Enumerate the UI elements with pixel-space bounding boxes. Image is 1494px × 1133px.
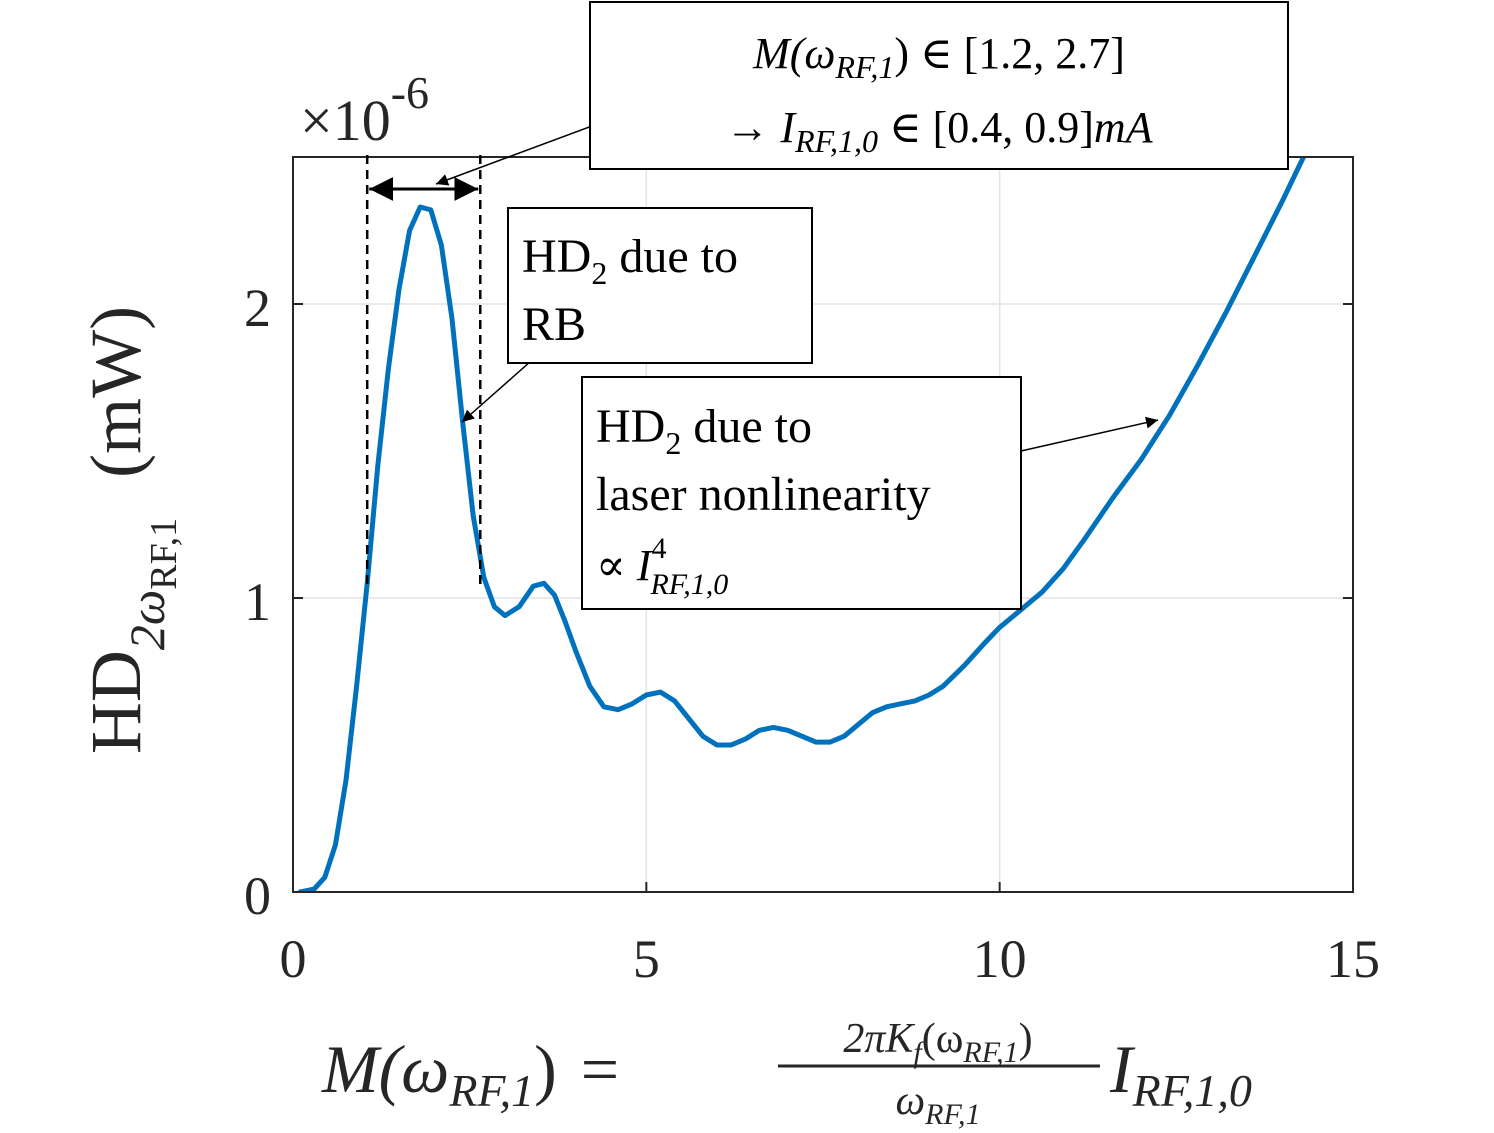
svg-text:HD2 due to: HD2 due to bbox=[522, 230, 738, 291]
annotation-box-laser: HD2 due to laser nonlinearity ∝ I4 RF,1,0 bbox=[581, 376, 1022, 610]
box3-line3-sup: 4 bbox=[651, 532, 666, 565]
box1-line1-sub: RF,1 bbox=[834, 49, 894, 85]
xlabel-num-arg-sub: RF,1 bbox=[962, 1036, 1018, 1069]
xlabel-lhs-close: ) bbox=[534, 1031, 557, 1107]
box2-line2: RB bbox=[522, 298, 586, 351]
y-tick-label: 2 bbox=[244, 278, 271, 338]
svg-text:M(ωRF,1)=: M(ωRF,1) = bbox=[321, 1031, 619, 1116]
box2-line1-hd: HD bbox=[522, 230, 591, 283]
ylabel-unit: (mW) bbox=[76, 306, 156, 478]
xlabel-rhs-sub: RF,1,0 bbox=[1132, 1065, 1252, 1116]
x-tick-label: 10 bbox=[973, 929, 1027, 989]
box1-line2-sub: RF,1,0 bbox=[794, 123, 878, 159]
xlabel-den: ω bbox=[896, 1078, 926, 1124]
box2-line1-sub: 2 bbox=[591, 255, 607, 291]
annotation-box-rb: HD2 due to RB bbox=[507, 207, 813, 364]
box1-leader-arrow bbox=[435, 125, 593, 186]
x-tick-label: 5 bbox=[633, 929, 660, 989]
ylabel-hd: HD bbox=[76, 650, 156, 754]
box2-line1-rest: due to bbox=[607, 230, 738, 283]
annotation-box-range: M(ωRF,1) ∈ [1.2, 2.7] → IRF,1,0 ∈ [0.4, … bbox=[589, 1, 1289, 170]
box3-line1-sub: 2 bbox=[665, 425, 681, 461]
svg-text:IRF,1,0: IRF,1,0 bbox=[1109, 1031, 1252, 1116]
svg-text:→ IRF,1,0 ∈ [0.4, 0.9]mA: → IRF,1,0 ∈ [0.4, 0.9]mA bbox=[725, 103, 1153, 159]
xlabel-num-arg: (ω bbox=[922, 1016, 964, 1062]
box3-line2: laser nonlinearity bbox=[596, 468, 931, 521]
xlabel-rhs: I bbox=[1109, 1031, 1136, 1107]
exponent-power: -6 bbox=[391, 67, 429, 118]
xlabel-equals: = bbox=[581, 1031, 619, 1107]
y-tick-label: 1 bbox=[244, 572, 271, 632]
xlabel-lhs: M(ω bbox=[321, 1031, 449, 1107]
x-tick-label: 0 bbox=[280, 929, 307, 989]
ylabel-sub1: 2ω bbox=[119, 590, 175, 650]
box3-line3-prop: ∝ bbox=[596, 541, 637, 590]
box3-line3-I: I bbox=[636, 541, 654, 590]
ylabel-sub2: RF,1 bbox=[143, 518, 185, 590]
svg-text:HD2 due to: HD2 due to bbox=[596, 400, 812, 461]
box1-line1-lhs: M(ω bbox=[752, 29, 835, 78]
box1-line2-arrow: → bbox=[725, 103, 780, 152]
xlabel-den-sub: RF,1 bbox=[924, 1098, 980, 1131]
y-exponent-label: ×10-6 bbox=[300, 67, 429, 153]
box3-line1-rest: due to bbox=[681, 400, 812, 453]
box1-line1-rest: ) ∈ [1.2, 2.7] bbox=[894, 29, 1125, 78]
svg-text:ωRF,1: ωRF,1 bbox=[896, 1078, 981, 1131]
box1-line2-unit: mA bbox=[1094, 103, 1154, 152]
range-markers bbox=[365, 155, 482, 585]
box1-line2-rest: ∈ [0.4, 0.9] bbox=[878, 103, 1094, 152]
x-tick-label: 15 bbox=[1326, 929, 1380, 989]
box3-line3-sub: RF,1,0 bbox=[649, 568, 728, 601]
xlabel-num-close: ) bbox=[1019, 1016, 1033, 1062]
svg-text:×10-6: ×10-6 bbox=[300, 67, 429, 153]
tick-labels: 0 5 10 15 0 1 2 bbox=[244, 278, 1380, 989]
y-axis-label: HD2ωRF,1 (mW) bbox=[76, 306, 185, 754]
box3-line1-hd: HD bbox=[596, 400, 665, 453]
svg-text:M(ωRF,1) ∈ [1.2, 2.7]: M(ωRF,1) ∈ [1.2, 2.7] bbox=[752, 29, 1125, 85]
y-tick-label: 0 bbox=[244, 866, 271, 926]
xlabel-lhs-sub: RF,1 bbox=[448, 1065, 534, 1116]
exponent-times: ×10 bbox=[300, 88, 391, 153]
box1-line2-I: I bbox=[779, 103, 797, 152]
box3-leader-arrow bbox=[1020, 416, 1159, 452]
x-axis-label: M(ωRF,1) = 2πKf(ωRF,1) ωRF,1 IRF,1,0 bbox=[321, 1016, 1252, 1131]
svg-text:2πKf(ωRF,1): 2πKf(ωRF,1) bbox=[843, 1016, 1032, 1069]
svg-text:HD2ωRF,1(mW): HD2ωRF,1 (mW) bbox=[76, 306, 185, 754]
xlabel-num: 2πK bbox=[843, 1016, 915, 1062]
